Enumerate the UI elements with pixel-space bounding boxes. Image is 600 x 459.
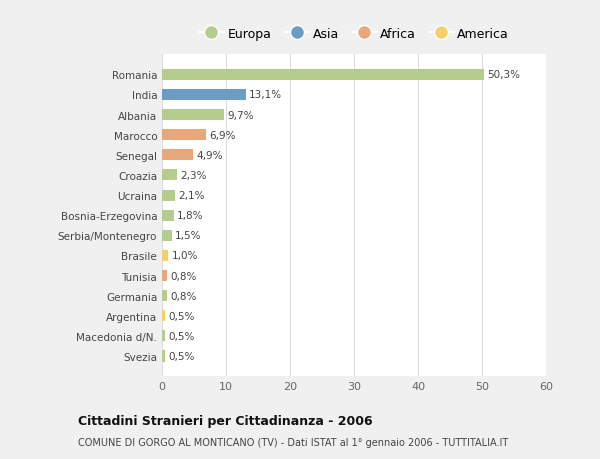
Text: COMUNE DI GORGO AL MONTICANO (TV) - Dati ISTAT al 1° gennaio 2006 - TUTTITALIA.I: COMUNE DI GORGO AL MONTICANO (TV) - Dati… [78,437,508,447]
Text: 4,9%: 4,9% [197,151,223,161]
Bar [162,270,167,281]
Text: 0,8%: 0,8% [170,271,197,281]
Bar [162,210,173,221]
Text: 2,1%: 2,1% [179,190,205,201]
Text: 1,5%: 1,5% [175,231,202,241]
Bar [162,130,206,141]
Bar [162,230,172,241]
Text: 2,3%: 2,3% [180,171,206,180]
Text: 1,8%: 1,8% [177,211,203,221]
Bar [162,291,167,302]
Text: 0,5%: 0,5% [169,311,195,321]
Bar [162,311,165,322]
Bar [162,70,484,81]
Text: 0,5%: 0,5% [169,331,195,341]
Text: 50,3%: 50,3% [487,70,520,80]
Text: 0,8%: 0,8% [170,291,197,301]
Text: 6,9%: 6,9% [209,130,236,140]
Bar [162,90,246,101]
Bar [162,150,193,161]
Text: 0,5%: 0,5% [169,351,195,361]
Bar [162,170,177,181]
Bar [162,351,165,362]
Legend: Europa, Asia, Africa, America: Europa, Asia, Africa, America [194,23,514,46]
Text: 9,7%: 9,7% [227,110,254,120]
Text: Cittadini Stranieri per Cittadinanza - 2006: Cittadini Stranieri per Cittadinanza - 2… [78,414,373,428]
Bar [162,190,175,201]
Bar [162,250,169,262]
Text: 13,1%: 13,1% [249,90,282,100]
Bar [162,330,165,341]
Text: 1,0%: 1,0% [172,251,198,261]
Bar [162,110,224,121]
